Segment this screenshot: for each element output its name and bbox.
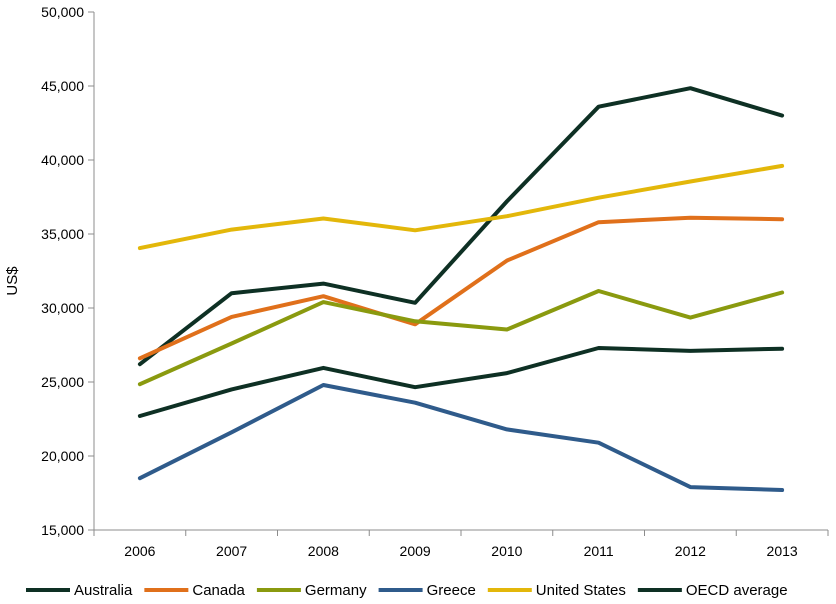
series-line-united-states (137, 163, 785, 251)
series-line-germany (137, 289, 785, 387)
x-tick-label: 2011 (584, 543, 614, 559)
legend-label-australia: Australia (74, 582, 133, 599)
legend: Australia Canada Germany Greece United State… (26, 582, 788, 599)
y-axis-label: US$ (4, 266, 21, 296)
legend-label-united-states: United States (536, 582, 626, 599)
x-tick-label: 2010 (491, 543, 522, 559)
y-tick-label: 15,000 (41, 522, 84, 538)
y-tick-label: 30,000 (41, 300, 84, 316)
x-axis-tick-labels: 2006 2007 2008 2009 2010 2011 2012 2013 (124, 543, 798, 559)
y-tick-label: 20,000 (41, 448, 84, 464)
series-line-oecd-average (137, 346, 785, 418)
chart-axes (88, 11, 829, 536)
series-line-greece (137, 383, 785, 492)
y-axis-tick-labels: 15,000 20,000 25,000 30,000 35,000 40,000 45,0… (41, 4, 84, 538)
series-lines (137, 86, 785, 492)
x-tick-label: 2007 (216, 543, 247, 559)
y-tick-label: 40,000 (41, 152, 84, 168)
y-tick-label: 50,000 (41, 4, 84, 20)
series-line-canada (137, 215, 785, 361)
x-tick-label: 2006 (124, 543, 155, 559)
legend-label-oecd-average: OECD average (686, 582, 788, 599)
x-tick-label: 2008 (308, 543, 339, 559)
x-tick-label: 2013 (767, 543, 798, 559)
y-tick-label: 35,000 (41, 226, 84, 242)
series-line-australia (137, 86, 785, 367)
legend-label-canada: Canada (192, 582, 245, 599)
legend-label-germany: Germany (305, 582, 367, 599)
y-tick-label: 25,000 (41, 374, 84, 390)
y-tick-label: 45,000 (41, 78, 84, 94)
x-tick-label: 2009 (400, 543, 431, 559)
x-tick-label: 2012 (675, 543, 706, 559)
legend-label-greece: Greece (427, 582, 476, 599)
